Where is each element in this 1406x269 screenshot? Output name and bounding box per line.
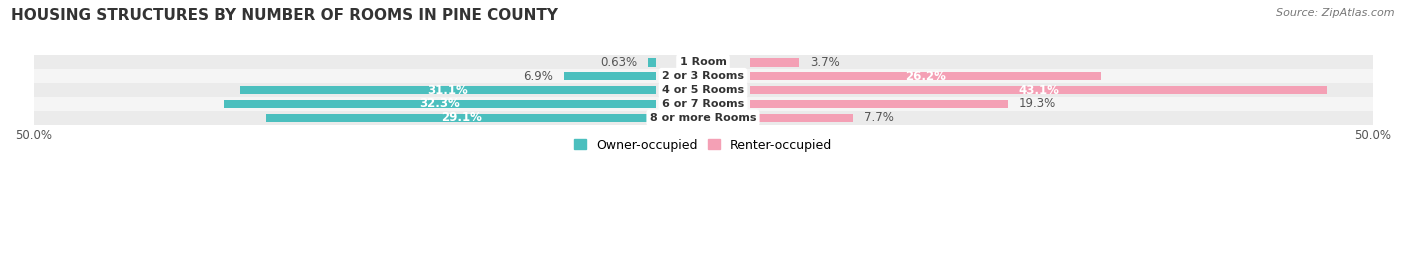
Text: 4 or 5 Rooms: 4 or 5 Rooms (662, 85, 744, 95)
Text: 19.3%: 19.3% (1019, 97, 1056, 111)
Text: 26.2%: 26.2% (905, 70, 946, 83)
Text: 43.1%: 43.1% (1018, 84, 1059, 97)
Text: 2 or 3 Rooms: 2 or 3 Rooms (662, 71, 744, 81)
Text: 3.7%: 3.7% (810, 56, 839, 69)
Text: 0.63%: 0.63% (600, 56, 637, 69)
Bar (34, 69, 1372, 83)
Bar (749, 86, 1327, 94)
Text: Source: ZipAtlas.com: Source: ZipAtlas.com (1277, 8, 1395, 18)
Text: 6.9%: 6.9% (523, 70, 553, 83)
Legend: Owner-occupied, Renter-occupied: Owner-occupied, Renter-occupied (568, 134, 838, 157)
Bar (34, 83, 1372, 97)
Bar (749, 58, 800, 67)
Bar (239, 86, 657, 94)
Bar (34, 111, 1372, 125)
Text: 32.3%: 32.3% (419, 97, 460, 111)
Text: HOUSING STRUCTURES BY NUMBER OF ROOMS IN PINE COUNTY: HOUSING STRUCTURES BY NUMBER OF ROOMS IN… (11, 8, 558, 23)
Text: 7.7%: 7.7% (863, 111, 894, 124)
Bar (648, 58, 657, 67)
Bar (34, 97, 1372, 111)
Text: 6 or 7 Rooms: 6 or 7 Rooms (662, 99, 744, 109)
Text: 1 Room: 1 Room (679, 57, 727, 67)
Bar (224, 100, 657, 108)
Bar (34, 55, 1372, 69)
Bar (267, 114, 657, 122)
Bar (749, 72, 1101, 80)
Bar (749, 100, 1008, 108)
Text: 31.1%: 31.1% (427, 84, 468, 97)
Bar (749, 114, 853, 122)
Bar (564, 72, 657, 80)
Text: 8 or more Rooms: 8 or more Rooms (650, 113, 756, 123)
Text: 29.1%: 29.1% (441, 111, 482, 124)
